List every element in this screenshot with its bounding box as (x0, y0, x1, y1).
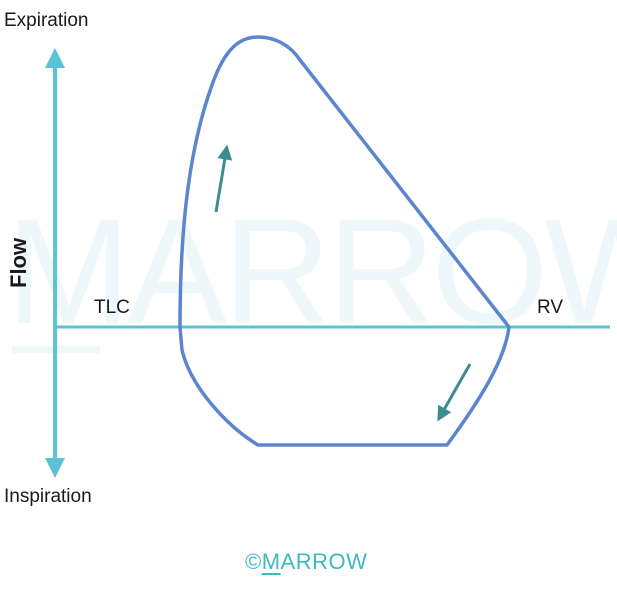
expiration-direction-arrow (214, 144, 233, 213)
expiration-label: Expiration (4, 10, 89, 31)
inspiration-direction-arrow (437, 363, 472, 422)
flow-axis-label: Flow (6, 237, 31, 288)
copyright-footer: ©MARROW (245, 549, 367, 575)
rv-label: RV (537, 297, 564, 318)
brand-rest: ARROW (280, 549, 368, 574)
tlc-label: TLC (94, 297, 130, 318)
inspiration-label: Inspiration (4, 486, 92, 507)
copyright-symbol: © (245, 549, 262, 574)
flow-volume-loop (178, 35, 511, 447)
brand-initial: M (261, 549, 281, 574)
